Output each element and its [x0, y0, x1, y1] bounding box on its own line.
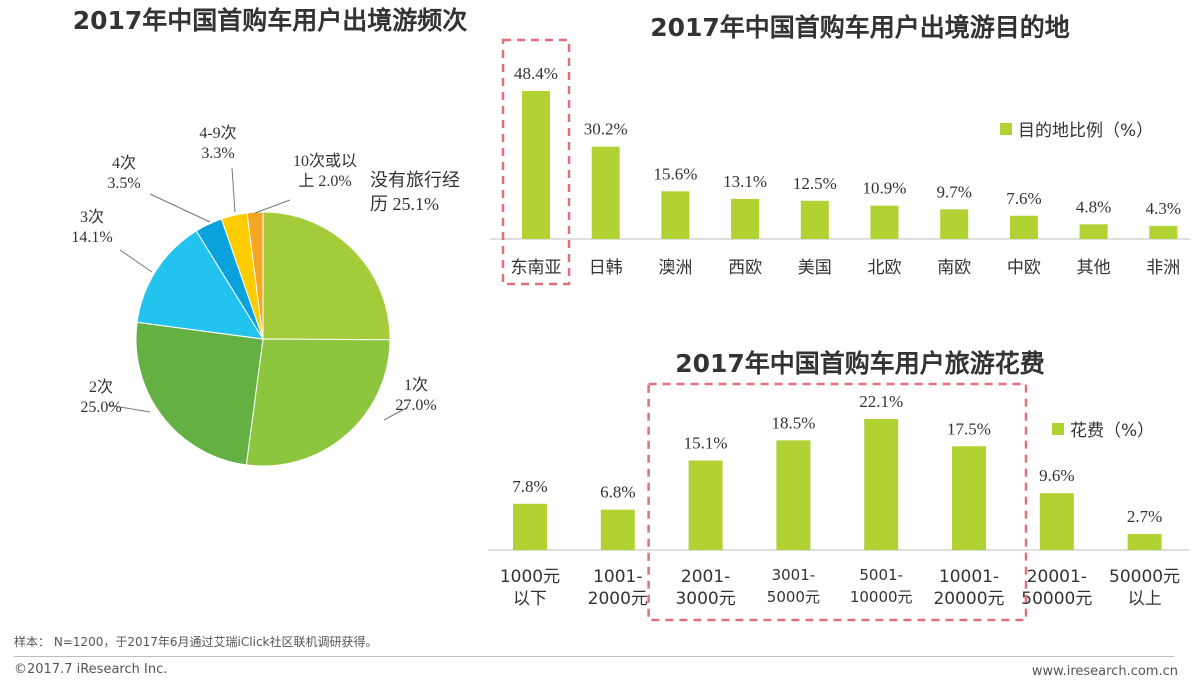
- pie-slice: [135, 321, 264, 466]
- bar-value-label: 22.1%: [859, 392, 903, 411]
- bar: [600, 509, 635, 550]
- category-label: 东南亚: [511, 258, 562, 278]
- bar-value-label: 4.8%: [1076, 197, 1111, 216]
- spending-legend: 花费（%）: [1052, 416, 1154, 441]
- category-label: 其他: [1077, 258, 1111, 278]
- spending-chart-title: 2017年中国首购车用户旅游花费: [675, 349, 1045, 378]
- bar: [1009, 215, 1038, 239]
- destination-legend: 目的地比例（%）: [1000, 116, 1153, 141]
- pie-slice-label: 4-9次 3.3%: [199, 124, 236, 162]
- category-label: 10001-20000元: [933, 567, 1004, 609]
- bar: [870, 205, 899, 239]
- bar-value-label: 10.9%: [863, 179, 907, 198]
- bar-value-label: 13.1%: [723, 172, 767, 191]
- bar-value-label: 15.1%: [684, 433, 728, 452]
- category-label: 2001-3000元: [675, 567, 735, 609]
- bar-value-label: 30.2%: [584, 120, 628, 139]
- spending-legend-label: 花费（%）: [1070, 421, 1155, 441]
- pie-leader-line: [383, 406, 409, 421]
- bar: [731, 198, 760, 239]
- category-label: 3001-5000元: [767, 566, 820, 606]
- bar: [1149, 225, 1178, 239]
- bar-value-label: 15.6%: [653, 164, 697, 183]
- category-label: 中欧: [1007, 258, 1041, 278]
- pie-leader-line: [119, 249, 153, 273]
- bar: [864, 419, 899, 550]
- pie-leader-line: [231, 167, 236, 213]
- category-label: 北欧: [868, 258, 902, 278]
- category-label: 20001-50000元: [1021, 567, 1092, 609]
- pie-slice: [245, 338, 391, 467]
- bar: [800, 200, 829, 239]
- pie-slice-label: 4次 3.5%: [107, 154, 140, 192]
- pie-slice-label: 没有旅行经历 25.1%: [370, 170, 460, 214]
- pie-slice-label: 2次 25.0%: [80, 378, 121, 416]
- pie-chart-title: 2017年中国首购车用户出境游频次: [72, 6, 468, 35]
- bar: [688, 460, 723, 550]
- bar-value-label: 9.7%: [936, 182, 971, 201]
- category-label: 日韩: [589, 258, 623, 278]
- destination-legend-label: 目的地比例（%）: [1018, 121, 1154, 141]
- bar-value-label: 2.7%: [1127, 507, 1162, 526]
- bar: [513, 503, 547, 550]
- pie-slice: [246, 211, 264, 340]
- highlight-box: [647, 382, 1028, 622]
- copyright: ©2017.7 iResearch Inc.: [14, 662, 168, 677]
- bar: [1039, 493, 1074, 550]
- category-label: 澳洲: [658, 258, 692, 278]
- bar: [1127, 533, 1162, 550]
- bar-value-label: 7.8%: [512, 477, 547, 496]
- footer-divider: [14, 656, 1174, 657]
- bar: [776, 440, 811, 550]
- category-label: 1000元以下: [500, 567, 560, 609]
- pie-leader-line: [149, 193, 211, 223]
- pie-slice-label: 10次或以上 2.0%: [293, 152, 357, 190]
- category-label: 1001-2000元: [588, 567, 648, 609]
- bar: [661, 191, 690, 239]
- bar-value-label: 17.5%: [947, 419, 991, 438]
- destination-chart-title: 2017年中国首购车用户出境游目的地: [650, 13, 1070, 42]
- sample-note: 样本： N=1200，于2017年6月通过艾瑞iClick社区联机调研获得。: [14, 635, 378, 649]
- pie-slice: [262, 211, 391, 341]
- bar: [952, 446, 986, 550]
- bar-value-label: 18.5%: [771, 413, 815, 432]
- category-label: 非洲: [1146, 258, 1180, 278]
- category-label: 南欧: [937, 258, 971, 278]
- category-label: 西欧: [728, 258, 762, 278]
- pie-leader-line: [107, 404, 151, 413]
- category-label: 美国: [798, 258, 832, 278]
- bar-value-label: 48.4%: [514, 64, 558, 83]
- highlight-box: [501, 38, 571, 286]
- legend-swatch: [1052, 422, 1064, 435]
- site-url: www.iresearch.com.cn: [1031, 664, 1178, 679]
- bar-value-label: 4.3%: [1146, 199, 1181, 218]
- pie-slice-label: 1次 27.0%: [395, 376, 436, 414]
- bar: [940, 209, 969, 239]
- pie-slice: [136, 230, 264, 340]
- bar-value-label: 7.6%: [1006, 189, 1041, 208]
- bar: [522, 91, 550, 239]
- bar-value-label: 12.5%: [793, 174, 837, 193]
- legend-swatch: [1000, 122, 1012, 135]
- bar: [1079, 224, 1108, 239]
- bar-value-label: 9.6%: [1039, 466, 1074, 485]
- pie-leader-line: [254, 199, 291, 214]
- pie-slice-label: 3次 14.1%: [71, 208, 112, 246]
- bar-value-label: 6.8%: [600, 483, 635, 502]
- bar: [591, 146, 620, 239]
- category-label: 50000元以上: [1109, 567, 1180, 609]
- category-label: 5001-10000元: [850, 566, 913, 606]
